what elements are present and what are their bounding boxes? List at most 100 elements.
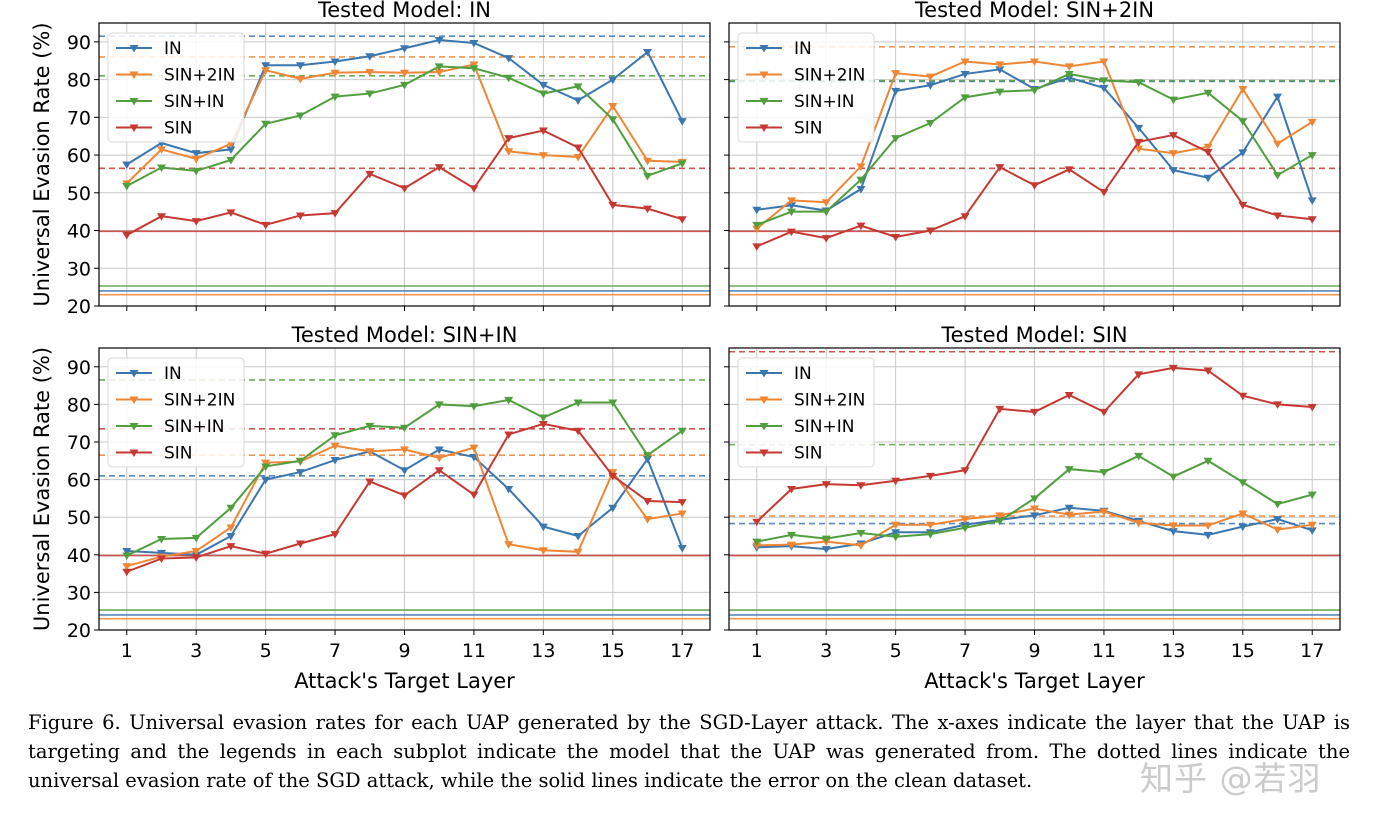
data-point-sin-in [786, 208, 796, 217]
data-point-sin [226, 543, 236, 551]
x-tick-label: 5 [260, 640, 272, 662]
data-point-sin [1203, 149, 1213, 157]
legend-marker-in [759, 370, 769, 378]
x-tick-label: 13 [1161, 640, 1185, 662]
data-point-in [1203, 174, 1213, 183]
data-point-sin-in [1099, 77, 1109, 85]
data-point-sin [821, 235, 831, 243]
data-point-sin [1099, 189, 1109, 197]
data-point-in [608, 504, 618, 513]
legend-marker-sin-2in [129, 71, 139, 79]
legend: IN SIN+2IN SIN+IN SIN [737, 357, 875, 468]
data-point-sin-2in [365, 69, 375, 77]
data-point-sin-2in [1203, 143, 1213, 152]
data-point-sin-in [538, 414, 548, 423]
data-point-sin [330, 531, 340, 539]
data-point-sin [191, 554, 201, 562]
data-point-sin [156, 555, 166, 564]
data-point-sin-in [504, 396, 514, 405]
data-point-sin [608, 472, 618, 481]
data-point-sin-in [1168, 96, 1178, 105]
x-tick-label: 11 [462, 640, 486, 662]
data-point-sin-in [191, 534, 201, 543]
data-point-in [261, 476, 271, 485]
data-point-sin-2in [643, 516, 653, 524]
data-point-sin [538, 127, 548, 136]
y-axis-label: Universal Evasion Rate (%) [30, 22, 54, 306]
y-tick-label: 90 [67, 32, 91, 54]
data-point-sin-2in [261, 459, 271, 468]
legend-box [107, 357, 245, 468]
legend-label-sin-2in: SIN+2IN [164, 391, 235, 411]
data-point-in [400, 45, 409, 53]
data-point-in [821, 546, 831, 554]
data-point-sin-in [1064, 70, 1074, 79]
data-point-sin [856, 482, 866, 490]
data-point-sin-2in [1099, 508, 1109, 517]
data-point-sin-in [330, 93, 340, 102]
data-point-sin-2in [995, 512, 1005, 520]
data-point-sin [891, 477, 901, 486]
figure-caption: Figure 6. Universal evasion rates for ea… [28, 711, 1350, 792]
data-point-sin-2in [1203, 522, 1213, 530]
data-point-sin [573, 427, 583, 436]
legend-marker-sin [129, 449, 139, 457]
data-point-sin-2in [960, 58, 970, 66]
data-point-in [295, 469, 305, 477]
data-point-sin-in [752, 538, 762, 547]
data-point-sin-2in [1273, 140, 1283, 149]
data-point-in [752, 206, 762, 215]
data-point-sin [960, 467, 970, 475]
data-point-in [573, 533, 583, 541]
data-point-sin [1273, 401, 1283, 409]
data-point-in [891, 529, 901, 537]
x-tick-label: 9 [1028, 640, 1040, 662]
legend-marker-sin-in [129, 98, 139, 106]
legend-label-sin-in: SIN+IN [794, 92, 855, 112]
data-point-in [1064, 74, 1074, 83]
data-point-sin-2in [226, 524, 236, 532]
y-axis-label: Universal Evasion Rate (%) [30, 347, 54, 631]
data-point-sin [504, 135, 514, 143]
data-point-sin [1030, 182, 1039, 190]
data-point-in [1203, 531, 1213, 540]
data-point-sin-in [752, 221, 762, 230]
x-tick-label: 7 [329, 640, 341, 662]
data-point-sin-in [191, 167, 201, 176]
data-point-sin-in [1203, 89, 1213, 98]
data-point-sin [330, 210, 340, 218]
data-point-sin-2in [538, 547, 548, 555]
data-point-sin-2in [434, 454, 444, 463]
y-tick-label: 40 [67, 545, 91, 567]
data-point-sin-in [504, 74, 514, 83]
data-point-sin-2in [1099, 58, 1109, 66]
data-point-sin-2in [925, 521, 935, 530]
legend-marker-sin [129, 124, 139, 132]
data-point-sin-in [925, 119, 935, 128]
data-point-sin-in [995, 517, 1005, 526]
data-point-in [1134, 124, 1144, 133]
data-point-sin-2in [856, 163, 866, 171]
y-tick-label: 80 [67, 394, 91, 416]
data-point-sin-in [856, 176, 866, 185]
panel-title: Tested Model: SIN+IN [291, 323, 518, 347]
data-point-in [643, 455, 653, 464]
data-point-sin-in [821, 535, 831, 544]
y-tick-label: 20 [67, 620, 91, 642]
data-point-sin-2in [226, 140, 236, 149]
data-point-sin [925, 227, 935, 236]
data-point-sin [995, 405, 1005, 414]
data-point-in [261, 62, 271, 70]
data-point-in [925, 82, 935, 90]
data-point-sin [1030, 408, 1039, 417]
data-point-sin-2in [821, 199, 831, 207]
data-point-sin-2in [995, 61, 1005, 70]
data-point-sin-2in [1134, 519, 1144, 528]
data-point-sin [365, 478, 375, 486]
data-point-in [330, 457, 340, 465]
legend-label-sin-2in: SIN+2IN [164, 66, 235, 86]
legend-marker-sin-in [759, 98, 769, 106]
data-point-in [1273, 516, 1283, 524]
data-point-sin [786, 486, 796, 494]
